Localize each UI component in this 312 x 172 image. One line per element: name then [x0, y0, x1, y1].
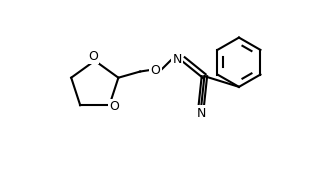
Text: O: O — [151, 63, 160, 77]
Text: N: N — [173, 53, 182, 66]
Text: O: O — [109, 100, 119, 113]
Text: N: N — [197, 107, 206, 120]
Text: O: O — [88, 50, 98, 63]
